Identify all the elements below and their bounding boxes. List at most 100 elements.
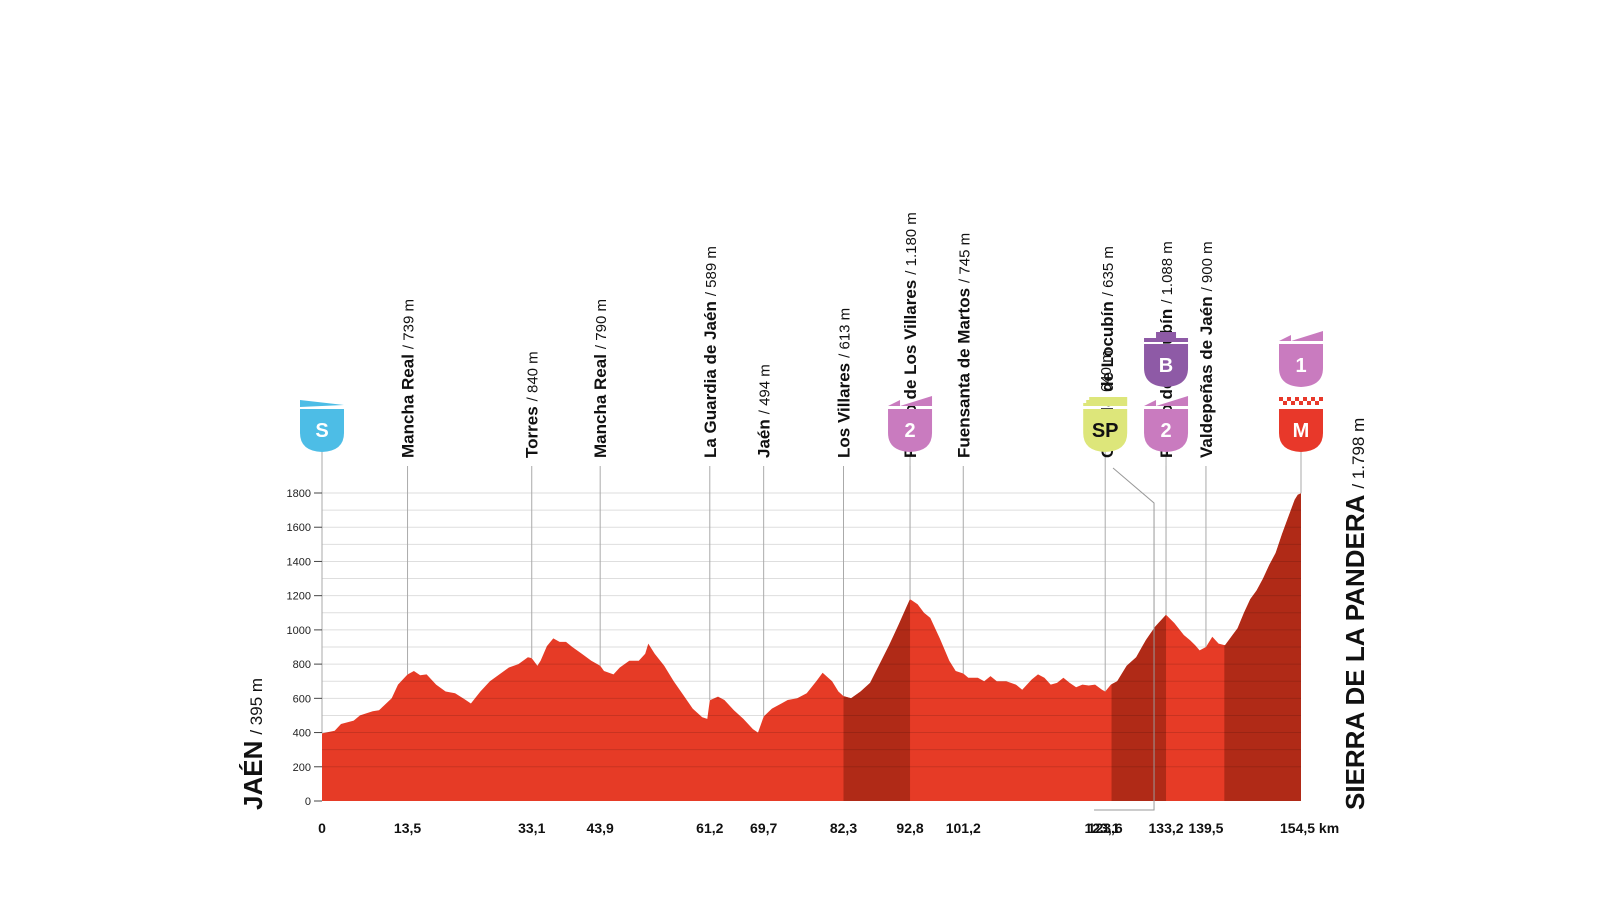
place-label: Fuensanta de Martos / 745 m — [954, 233, 973, 458]
place-label: La Guardia de Jaén / 589 m — [701, 246, 720, 458]
badge-checker — [1303, 397, 1307, 401]
badge-shield — [300, 409, 344, 452]
y-tick-label: 400 — [293, 728, 311, 740]
x-tick-label: 154,5 km — [1280, 820, 1339, 836]
place-label: Mancha Real / 790 m — [591, 299, 610, 458]
badge-shield — [1279, 344, 1323, 387]
place-altitude: / 613 m — [836, 308, 853, 358]
badge-label: B — [1159, 355, 1173, 377]
badge-top-rim — [1144, 338, 1189, 342]
profile-area — [322, 493, 1301, 801]
badge-label: 2 — [1160, 420, 1171, 442]
badge-checker — [1279, 397, 1283, 401]
finish-town-altitude: / 1.798 m — [1349, 418, 1368, 489]
badge-flag — [300, 400, 344, 407]
badge-shield — [1144, 409, 1189, 452]
place-name: Fuensanta de Martos — [954, 288, 973, 458]
badge-checker — [1311, 397, 1315, 401]
place-altitude: / 900 m — [1199, 241, 1216, 291]
start-town-label: JAÉN / 395 m — [238, 678, 268, 810]
climb-section-3 — [1224, 493, 1301, 801]
y-tick-label: 1000 — [287, 625, 311, 637]
badge-mountain-top — [1279, 331, 1323, 341]
x-tick-label: 69,7 — [750, 820, 777, 836]
place-name: La Guardia de Jaén — [701, 301, 720, 458]
climb-section-2 — [1111, 614, 1167, 801]
start-town-altitude: / 395 m — [247, 678, 266, 735]
badge-stripe — [1086, 400, 1128, 403]
badge-checker — [1283, 401, 1287, 405]
badge-checker — [1315, 401, 1319, 405]
badge-shield — [1083, 409, 1128, 452]
badge-mountain-top — [888, 396, 933, 406]
badge-checker — [1307, 401, 1311, 405]
y-tick-label: 600 — [293, 693, 311, 705]
x-tick-label: 82,3 — [830, 820, 857, 836]
start-town-name: JAÉN — [238, 741, 268, 810]
badge-label: M — [1293, 420, 1310, 442]
place-label: 640 m — [1098, 350, 1115, 392]
badge-label: S — [315, 420, 328, 442]
x-tick-label: 139,5 — [1188, 820, 1223, 836]
place-name: Los Villares — [834, 363, 853, 458]
y-tick-label: 200 — [293, 762, 311, 774]
place-name: Mancha Real — [591, 354, 610, 458]
place-name: Mancha Real — [399, 354, 418, 458]
badge-cat: 2 — [888, 396, 933, 452]
x-tick-label: 123,6 — [1088, 820, 1123, 836]
x-tick-label: 33,1 — [518, 820, 545, 836]
x-tick-label: 92,8 — [896, 820, 923, 836]
badge-checker — [1299, 401, 1303, 405]
y-tick-label: 1400 — [287, 556, 311, 568]
place-label: Torres / 840 m — [523, 351, 542, 458]
place-leader-line — [1094, 467, 1155, 811]
place-label: Los Villares / 613 m — [834, 308, 853, 458]
place-altitude: / 635 m — [1100, 246, 1117, 296]
y-tick-label: 1800 — [287, 488, 311, 500]
axis-layer: 0 200 400 600 800 1000 1200 1400 1600 1800 0 13,5 33… — [287, 488, 1340, 836]
badge-checker — [1291, 401, 1295, 405]
place-altitude: / 745 m — [956, 233, 973, 283]
badge-checker — [1319, 397, 1323, 401]
y-tick-label: 800 — [293, 659, 311, 671]
place-name: Torres — [523, 406, 542, 458]
badge-start: S — [300, 400, 344, 452]
badge-checker — [1295, 397, 1299, 401]
badge-stripe — [1089, 397, 1128, 400]
finish-town-name: SIERRA DE LA PANDERA — [1340, 494, 1370, 810]
place-altitude: 640 m — [1098, 350, 1115, 392]
place-altitude: / 589 m — [703, 246, 720, 296]
x-tick-label: 13,5 — [394, 820, 421, 836]
place-label: Valdepeñas de Jaén / 900 m — [1197, 241, 1216, 458]
badge-top-bar — [1156, 332, 1177, 340]
badge-sprint: SP — [1083, 397, 1128, 452]
place-altitude: / 494 m — [757, 364, 774, 414]
badge-cat: 2 — [1144, 396, 1189, 452]
place-label: Mancha Real / 739 m — [399, 299, 418, 458]
profile-layer — [322, 492, 1301, 801]
x-tick-label: 0 — [318, 820, 326, 836]
y-tick-label: 1600 — [287, 522, 311, 534]
place-label: Jaén / 494 m — [755, 364, 774, 458]
badge-bonus: B — [1144, 332, 1189, 387]
badge-checker — [1287, 397, 1291, 401]
badge-mountain-top — [1144, 396, 1189, 406]
badge-cat: 1 — [1279, 331, 1323, 387]
badge-shield — [1279, 409, 1323, 452]
badge-label: 1 — [1295, 355, 1306, 377]
x-tick-label: 43,9 — [587, 820, 614, 836]
place-altitude: / 840 m — [525, 351, 542, 401]
badge-finish: M — [1279, 397, 1323, 452]
finish-town-label: SIERRA DE LA PANDERA / 1.798 m — [1340, 418, 1370, 810]
x-tick-label: 133,2 — [1149, 820, 1184, 836]
place-name: Valdepeñas de Jaén — [1197, 296, 1216, 458]
badge-shield — [1144, 344, 1189, 387]
leader-lines-layer — [321, 452, 1302, 811]
badge-stripe — [1083, 403, 1128, 406]
badges-layer: S 2 SP 2 B M 1 — [300, 331, 1323, 452]
x-tick-label: 61,2 — [696, 820, 723, 836]
place-altitude: / 1.180 m — [903, 212, 920, 275]
climb-section-1 — [843, 599, 911, 801]
badge-label: SP — [1092, 420, 1119, 442]
